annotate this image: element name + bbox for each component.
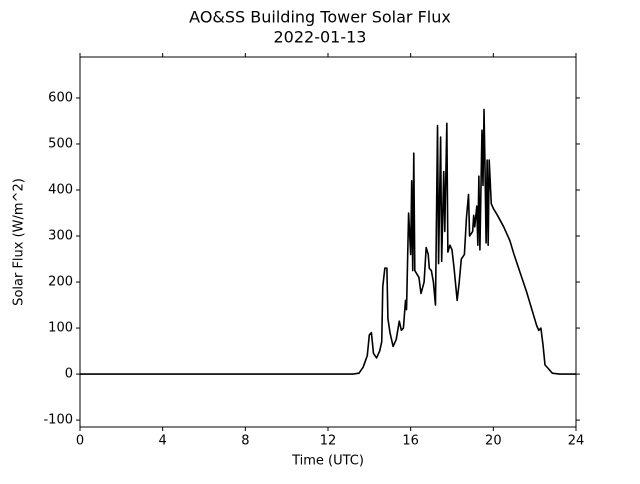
x-tick-label: 12 [320,434,337,449]
x-tick-label: 16 [402,434,419,449]
x-tick-label: 20 [485,434,502,449]
y-tick-label: 300 [48,229,73,244]
x-tick-label: 8 [241,434,249,449]
x-axis-label: Time (UTC) [291,454,364,469]
chart-subtitle: 2022-01-13 [274,28,367,47]
y-tick-label: 600 [48,90,73,105]
y-axis-label: Solar Flux (W/m^2) [12,178,27,306]
y-tick-label: 200 [48,275,73,290]
y-tick-label: -100 [43,413,73,428]
x-tick-label: 4 [159,434,167,449]
plot-frame [79,56,577,428]
y-tick-label: 0 [65,367,73,382]
chart-title: AO&SS Building Tower Solar Flux [189,8,451,27]
x-tick-label: 24 [568,434,585,449]
x-tick-label: 0 [76,434,84,449]
y-tick-label: 400 [48,182,73,197]
y-tick-label: 500 [48,136,73,151]
y-tick-label: 100 [48,321,73,336]
data-line [80,108,576,375]
